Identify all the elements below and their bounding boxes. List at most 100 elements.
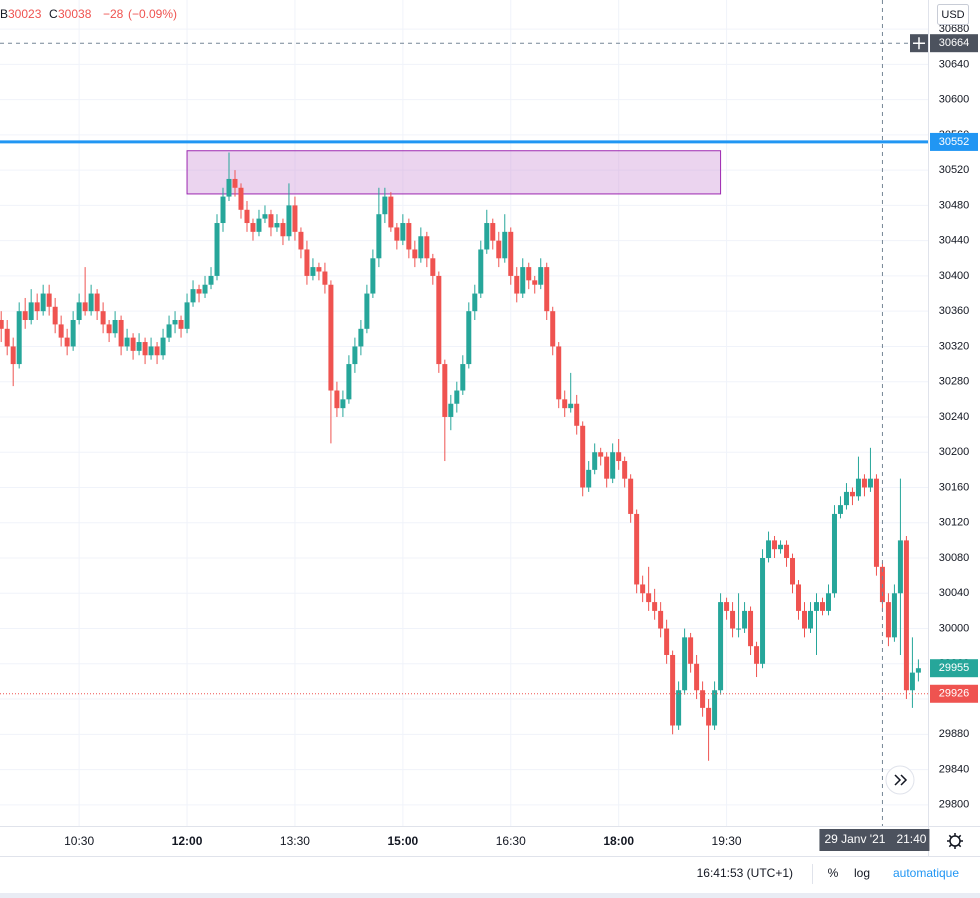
candle-body [652, 602, 658, 611]
x-tick-label: 10:30 [64, 834, 94, 848]
candle-body [10, 346, 16, 365]
y-tick-label: 30320 [939, 340, 970, 352]
gear-teeth [947, 833, 963, 849]
candle-body [136, 342, 142, 351]
y-tick-label: 30200 [939, 446, 970, 458]
candle-body [406, 223, 412, 250]
candle-body [748, 610, 754, 647]
candle-body [280, 223, 286, 237]
y-tick-label: 30640 [939, 58, 970, 70]
candle-body [94, 293, 100, 312]
candle-body [292, 205, 298, 232]
auto-toggle[interactable]: automatique [893, 866, 959, 880]
candle-body [796, 584, 802, 611]
candle-body [142, 342, 148, 356]
candle-body [831, 513, 837, 594]
candle-body [766, 540, 772, 559]
legend-change: −28 [103, 7, 124, 21]
candle-body [640, 584, 646, 594]
y-tick-label: 30120 [939, 517, 970, 529]
candle-body [808, 610, 814, 629]
candle-body [58, 324, 64, 338]
candle-body [34, 302, 40, 312]
candle-body [867, 478, 873, 488]
candle-body [736, 628, 742, 630]
y-tick-label: 30240 [939, 411, 970, 423]
candle-body [694, 663, 700, 691]
y-tick-label: 29800 [939, 799, 970, 811]
candle-body [352, 346, 358, 365]
candle-body [88, 293, 94, 312]
candle-body [754, 646, 760, 664]
y-tick-label: 30160 [939, 481, 970, 493]
scroll-icon [894, 774, 908, 786]
x-tick-label: 15:00 [388, 834, 419, 848]
candle-body [22, 311, 28, 320]
candle-body [819, 602, 825, 611]
crosshair-time-box [819, 829, 930, 851]
currency-box[interactable] [937, 4, 969, 25]
candle-body [478, 249, 484, 294]
settings-icon[interactable] [947, 833, 963, 849]
x-tick-label: 16:30 [496, 834, 526, 848]
candle-body [634, 513, 640, 585]
log-toggle[interactable]: log [854, 866, 870, 880]
legend: B 30023 C 30038 −28 (−0.09%) [0, 7, 177, 21]
candle-body [358, 328, 364, 347]
y-tick-label: 30400 [939, 270, 970, 282]
legend-value: 30038 [58, 7, 92, 21]
clock: 16:41:53 (UTC+1) [697, 866, 793, 880]
candle-body [825, 593, 831, 611]
candle-body [772, 540, 778, 550]
percent-toggle[interactable]: % [828, 866, 839, 880]
legend-label: B [0, 7, 8, 21]
candle-body [628, 478, 634, 514]
candle-body [802, 610, 808, 629]
candle-body [700, 690, 706, 708]
candle-body [873, 478, 879, 567]
candle-body [178, 319, 184, 329]
candle-body [262, 214, 268, 219]
candle-body [190, 289, 196, 303]
last-price-box [930, 659, 978, 678]
candle-body [418, 236, 424, 259]
candle-body [897, 540, 903, 594]
candle-body [394, 227, 400, 241]
candle-body [340, 399, 346, 409]
overlay [0, 0, 928, 826]
candle-body [334, 390, 340, 409]
legend-value: 30023 [8, 7, 42, 21]
candle-body [849, 491, 855, 497]
candle-body [250, 223, 256, 232]
candle-body [861, 478, 867, 488]
candle-body [502, 231, 508, 259]
candle-body [82, 302, 88, 312]
candle-body [424, 236, 430, 259]
candle-body [376, 214, 382, 259]
candle-body [496, 240, 502, 259]
last-price-label: 29955 [939, 662, 970, 674]
candle-body [891, 593, 897, 638]
candle-body [304, 249, 310, 276]
price-label-box [930, 132, 978, 151]
y-tick-label: 30440 [939, 235, 970, 247]
candle-body [52, 306, 58, 325]
candle-body [274, 223, 280, 228]
candle-body [778, 544, 784, 550]
candle-body [322, 271, 328, 285]
candle-body [400, 223, 406, 241]
candle-body [4, 328, 10, 347]
candle-body [670, 654, 676, 726]
y-tick-label: 29840 [939, 763, 970, 775]
footer-strip [0, 893, 980, 898]
candle-body [855, 478, 861, 497]
candle-body [526, 267, 532, 281]
y-tick-label: 30680 [939, 23, 970, 35]
x-tick-label: 13:30 [280, 834, 310, 848]
candle-body [298, 231, 304, 250]
axes: 2980029840298802992029960300003004030080… [64, 23, 978, 851]
candle-body [268, 214, 274, 228]
y-tick-label: 29880 [939, 728, 970, 740]
